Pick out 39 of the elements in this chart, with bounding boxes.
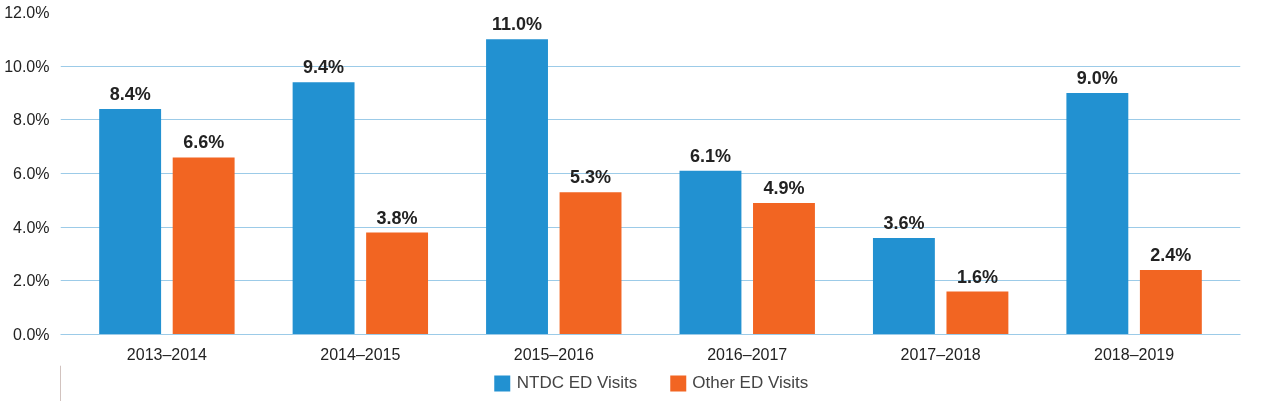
bar (559, 192, 622, 335)
x-tick-label: 2016–2017 (707, 345, 788, 363)
y-tick-label: 0.0% (13, 326, 50, 343)
data-label: 9.4% (303, 57, 345, 78)
bar (1139, 270, 1202, 335)
data-label: 4.9% (763, 178, 805, 199)
bar (292, 82, 355, 335)
y-tick-label: 6.0% (13, 165, 50, 182)
data-label: 11.0% (492, 14, 543, 35)
x-tick-label: 2015–2016 (513, 345, 594, 363)
y-tick-label: 12.0% (4, 4, 50, 21)
data-label: 6.1% (689, 145, 731, 166)
legend-label: NTDC ED Visits (516, 373, 638, 393)
data-label: 3.6% (883, 212, 925, 233)
bar (1066, 93, 1129, 335)
bar (872, 237, 935, 335)
data-label: 3.8% (376, 207, 418, 228)
data-label: 8.4% (109, 84, 151, 105)
bar (366, 232, 429, 335)
legend-label: Other ED Visits (692, 373, 809, 393)
data-label: 9.0% (1076, 68, 1118, 88)
y-tick-label: 10.0% (4, 57, 50, 75)
y-tick-label: 8.0% (13, 111, 50, 129)
x-tick-label: 2013–2014 (126, 345, 208, 363)
bar (172, 157, 235, 335)
bar (99, 109, 162, 335)
y-tick-label: 2.0% (13, 272, 50, 290)
data-label: 2.4% (1150, 245, 1192, 266)
data-label: 1.6% (956, 266, 998, 287)
bar (753, 203, 815, 335)
bar (486, 39, 548, 335)
x-tick-label: 2018–2019 (1094, 345, 1175, 363)
bar (679, 170, 742, 335)
x-tick-label: 2017–2018 (900, 345, 981, 363)
data-label: 5.3% (570, 167, 612, 188)
bar (946, 291, 1009, 335)
data-label: 6.6% (183, 132, 225, 153)
y-tick-label: 4.0% (13, 218, 50, 236)
x-tick-label: 2014–2015 (320, 345, 401, 363)
